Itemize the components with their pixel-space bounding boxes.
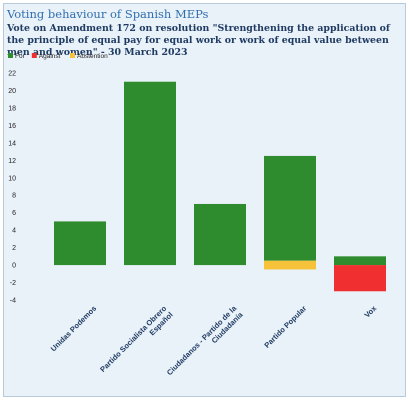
y-tick-label: -4 (10, 298, 16, 305)
y-tick-label: -2 (10, 280, 16, 287)
bar-for (264, 155, 316, 261)
y-tick-label: 4 (12, 228, 16, 235)
legend-swatch-against (31, 53, 37, 58)
x-tick-label: Vox (363, 303, 379, 319)
y-tick-label: 22 (8, 71, 16, 78)
y-tick-label: 14 (8, 140, 16, 147)
y-tick-label: 16 (8, 123, 16, 130)
chart-frame (3, 3, 406, 397)
y-tick-label: 0 (12, 263, 16, 270)
bar-abstention (264, 260, 316, 270)
bar-against (334, 265, 386, 292)
x-tick-label-line: Vox (363, 303, 379, 319)
legend-label-abstention: Abstention (77, 53, 108, 60)
x-tick-label-line: Ciudadanos - Partido de la (165, 303, 239, 377)
bar-for (124, 81, 176, 266)
legend-label-against: Against (39, 53, 61, 60)
y-tick-label: 6 (12, 210, 16, 217)
chart-subtitle: Vote on Amendment 172 on resolution "Str… (7, 23, 390, 58)
x-tick-label-line: Partido Popular (262, 304, 308, 350)
legend-swatch-abstention (70, 53, 75, 58)
y-tick-label: 12 (8, 158, 16, 165)
bar-for (334, 256, 386, 266)
legend-label-for: For (15, 53, 26, 60)
chart-title: Voting behaviour of Spanish MEPs (7, 7, 209, 21)
x-tick-label: Partido Popular (262, 304, 308, 350)
x-tick-label: Unidas Podemos (49, 304, 98, 353)
legend-swatch-for (8, 53, 13, 58)
y-tick-label: 2 (12, 245, 16, 252)
x-tick-label-line: Partido Socialista Obrero (98, 304, 168, 374)
y-tick-label: 18 (8, 105, 16, 112)
y-tick-label: 20 (8, 88, 16, 95)
y-tick-label: 10 (8, 175, 16, 182)
y-tick-label: 8 (12, 193, 16, 200)
bar-for (194, 203, 246, 266)
bar-for (54, 221, 106, 266)
x-tick-label-line: Unidas Podemos (49, 304, 98, 353)
